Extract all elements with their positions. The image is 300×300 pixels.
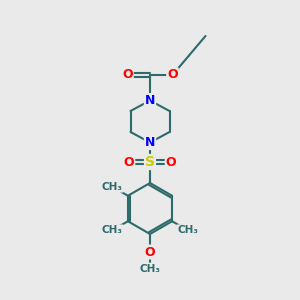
Text: CH₃: CH₃ — [102, 225, 123, 235]
Text: CH₃: CH₃ — [177, 225, 198, 235]
Text: CH₃: CH₃ — [140, 263, 160, 274]
Text: N: N — [145, 136, 155, 149]
Text: N: N — [145, 94, 155, 107]
Text: O: O — [166, 155, 176, 169]
Text: CH₃: CH₃ — [102, 182, 123, 192]
Text: O: O — [122, 68, 133, 82]
Text: S: S — [145, 155, 155, 169]
Text: O: O — [145, 245, 155, 259]
Text: O: O — [167, 68, 178, 82]
Text: O: O — [124, 155, 134, 169]
